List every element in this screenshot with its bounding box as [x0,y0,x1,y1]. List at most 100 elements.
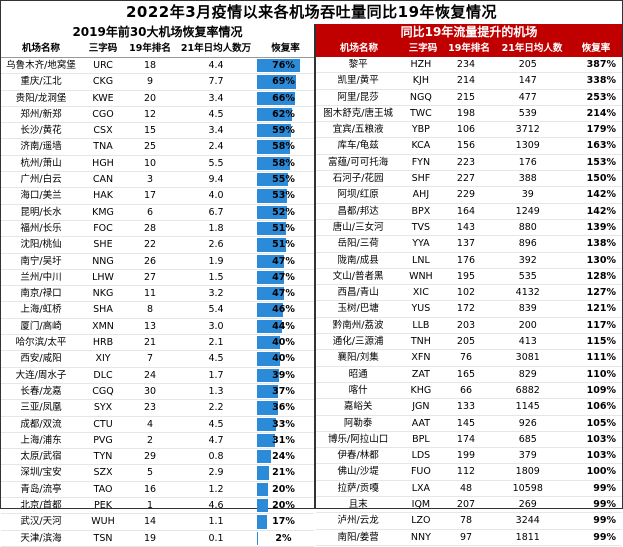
recovery-rate: 20% [272,483,295,495]
recovery-rate: 62% [272,108,295,120]
table-row: 昌都/邦达 BPX 164 1249 142% [316,204,622,220]
daily-avg-2021: 2.9 [208,467,224,479]
daily-avg-2021: 839 [518,303,537,315]
recovery-rate-cell: 53% [257,188,314,203]
airport-name: 福州/长乐 [20,222,62,234]
recovery-rate: 40% [272,353,295,365]
right-header-daily: 21年日均人数 [501,43,563,54]
airport-name: 南阳/姜营 [337,531,379,543]
recovery-rate-bar [257,433,275,448]
daily-avg-2021: 4.5 [208,108,224,120]
rank-2019: 165 [456,368,476,380]
daily-avg-2021: 5.4 [208,304,224,316]
airport-name: 宜宾/五粮液 [332,124,384,136]
rank-2019: 195 [456,270,476,282]
table-row: 石河子/花园 SHF 227 388 150% [316,171,622,188]
recovery-rate: 138% [586,238,616,250]
recovery-rate-cell: 47% [257,254,314,269]
recovery-rate: 37% [272,385,295,397]
airport-name: 昌都/邦达 [337,205,379,217]
recovery-rate: 103% [586,433,616,445]
recovery-rate-bar [257,352,280,366]
airport-name: 文山/普者黑 [332,270,384,282]
recovery-rate-bar [257,221,287,236]
rank-2019: 14 [143,516,157,528]
recovery-rate: 105% [586,417,616,429]
recovery-rate-cell: 37% [257,384,314,399]
recovery-rate-cell: 51% [257,237,314,252]
airport-name: 天津/滨海 [20,532,62,544]
airport-code: XMN [92,320,114,332]
rank-2019: 28 [143,222,157,234]
rank-2019: 203 [456,319,476,331]
recovery-rate: 53% [272,190,295,202]
recovery-rate-bar [257,124,291,138]
rank-2019: 143 [456,221,476,233]
airport-code: PVG [93,434,113,446]
table-row: 沈阳/桃仙 SHE 22 2.6 51% [1,237,314,254]
airport-code: TNH [410,336,431,348]
rank-2019: 10 [143,157,157,169]
daily-avg-2021: 4.0 [208,190,224,202]
daily-avg-2021: 829 [518,368,537,380]
table-row: 兰州/中川 LHW 27 1.5 47% [1,270,314,287]
recovery-rate-cell: 20% [257,482,314,497]
airport-code: WUH [91,516,115,528]
airport-name: 济南/遥墙 [20,141,62,153]
recovery-rate-cell: 66% [257,91,314,106]
daily-avg-2021: 0.1 [208,532,224,544]
table-row: 玉树/巴塘 YUS 172 839 121% [316,301,622,318]
rank-2019: 11 [143,288,157,300]
airport-code: FUO [410,466,431,478]
daily-avg-2021: 1.9 [208,255,224,267]
recovery-rate-cell: 24% [257,449,314,464]
airport-name: 昭通 [348,368,368,380]
recovery-rate: 115% [586,336,616,348]
rank-2019: 30 [143,385,157,397]
airport-name: 通化/三源浦 [332,336,384,348]
recovery-rate-cell: 40% [257,351,314,366]
recovery-rate: 110% [586,368,616,380]
table-row: 黎平 HZH 234 205 387% [316,57,622,74]
airport-name: 喀什 [348,384,368,396]
recovery-rate-cell: 47% [257,286,314,301]
airport-name: 重庆/江北 [20,76,62,88]
left-table-body: 乌鲁木齐/地窝堡 URC 18 4.4 76% 重庆/江北 CKG 9 7.7 69% 贵阳/龙洞堡… [1,58,314,547]
airport-code: AHJ [412,189,430,201]
airport-code: BPL [412,433,430,445]
airport-code: FOC [93,222,113,234]
recovery-rate: 17% [272,516,295,528]
recovery-rate-bar [257,368,280,382]
airport-code: DLC [93,369,113,381]
airport-code: CGO [92,108,114,120]
table-row: 乌鲁木齐/地窝堡 URC 18 4.4 76% [1,58,314,75]
airport-code: NKG [92,288,114,300]
table-row: 南宁/吴圩 NNG 26 1.9 47% [1,254,314,270]
right-table-header: 机场名称 三字码 19年排名 21年日均人数 恢复率 [316,41,622,57]
rank-2019: 8 [146,304,154,316]
rank-2019: 198 [456,107,476,119]
airport-code: LLB [412,319,430,331]
recovery-rate: 39% [272,369,295,381]
table-row: 凯里/黄平 KJH 214 147 338% [316,73,622,90]
recovery-rate: 99% [593,515,616,527]
recovery-rate: 99% [593,499,616,511]
airport-name: 哈尔滨/太平 [15,337,67,349]
right-panel-title: 同比19年流量提升的机场 [316,24,622,41]
airport-code: SHA [93,304,113,316]
airport-code: SHF [411,173,431,185]
recovery-rate: 40% [272,337,295,349]
recovery-rate: 46% [272,304,295,316]
table-row: 深圳/宝安 SZX 5 2.9 21% [1,465,314,482]
daily-avg-2021: 388 [518,173,537,185]
rank-2019: 215 [456,91,476,103]
airport-name: 沈阳/桃仙 [20,239,62,251]
rank-2019: 106 [456,124,476,136]
rank-2019: 5 [146,467,154,479]
airport-name: 上海/浦东 [20,434,62,446]
daily-avg-2021: 880 [518,221,537,233]
table-row: 佛山/沙堤 FUO 112 1809 100% [316,464,622,481]
recovery-rate: 111% [586,352,616,364]
rank-2019: 78 [459,515,473,527]
